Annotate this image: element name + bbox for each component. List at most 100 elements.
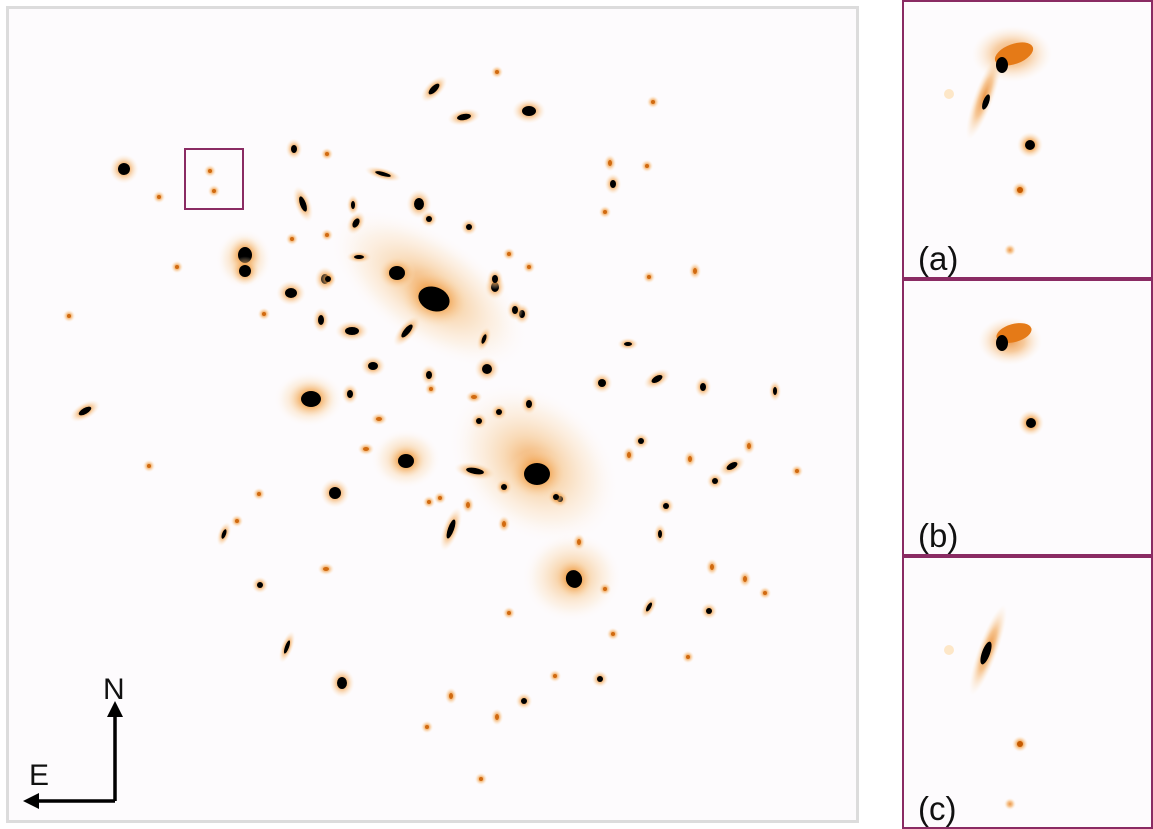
inset-b-image xyxy=(978,317,1044,436)
galaxy-core xyxy=(479,777,483,781)
galaxy-core xyxy=(262,312,266,316)
galaxy-core xyxy=(325,233,329,237)
galaxy-core xyxy=(78,406,92,416)
galaxy-core xyxy=(795,469,799,473)
galaxy-core xyxy=(608,160,612,166)
zoom-box xyxy=(184,148,244,210)
galaxy-core xyxy=(389,266,405,280)
galaxy-core xyxy=(239,265,251,277)
galaxy-core xyxy=(743,576,747,582)
inset-a-label: (a) xyxy=(918,240,959,277)
galaxy-core xyxy=(492,275,498,283)
galaxy-core xyxy=(67,314,71,318)
galaxy-core xyxy=(426,216,432,222)
galaxy-core xyxy=(495,714,499,720)
galaxy-core xyxy=(611,632,615,636)
inset-a: (a) xyxy=(902,0,1153,279)
galaxy-core xyxy=(147,464,151,468)
galaxy-core xyxy=(645,602,653,612)
galaxy-core xyxy=(429,387,433,391)
galaxy-core xyxy=(577,539,581,545)
compass-north-label: N xyxy=(103,673,125,706)
galaxy-core xyxy=(466,502,470,508)
galaxy-core xyxy=(482,364,492,374)
galaxy-core xyxy=(501,484,507,490)
galaxy-core xyxy=(647,275,651,279)
galaxy-core xyxy=(354,255,364,259)
galaxy-core xyxy=(283,640,291,654)
galaxy-core xyxy=(521,698,527,704)
galaxy-core xyxy=(323,567,329,571)
cluster-diffuse-light xyxy=(216,209,622,622)
galaxy-core xyxy=(466,224,472,230)
galaxy-core xyxy=(624,342,632,346)
galaxy-core xyxy=(175,265,179,269)
galaxy-core xyxy=(363,447,369,451)
galaxy-core xyxy=(290,237,294,241)
galaxy-core xyxy=(401,324,413,338)
galaxy-core xyxy=(347,390,353,398)
galaxy-core xyxy=(345,327,359,335)
galaxy-core xyxy=(502,521,506,527)
galaxy-core xyxy=(235,519,239,523)
galaxy-core xyxy=(627,452,631,458)
compass-arrows xyxy=(23,701,123,809)
galaxy-core xyxy=(553,674,557,678)
galaxy-core xyxy=(763,591,767,595)
galaxy-core xyxy=(495,70,499,74)
galaxy-core xyxy=(522,106,536,116)
galaxy-core xyxy=(603,587,607,591)
galaxy-core xyxy=(512,306,518,314)
galaxy-core xyxy=(329,487,341,499)
galaxy-core xyxy=(157,195,161,199)
galaxy-core xyxy=(375,171,391,177)
galaxy-core xyxy=(496,409,502,415)
galaxy-core xyxy=(700,383,706,391)
galaxy-core xyxy=(645,164,649,168)
galaxy-core xyxy=(706,608,712,614)
galaxy-core xyxy=(565,570,583,588)
galaxy-core xyxy=(368,362,378,370)
galaxy-core xyxy=(325,276,331,282)
galaxy-core xyxy=(318,315,324,325)
galaxy-core xyxy=(507,252,511,256)
galaxy-core xyxy=(663,503,669,509)
galaxy-core xyxy=(325,152,329,156)
galaxy-core xyxy=(351,201,355,209)
galaxy-core xyxy=(476,418,482,424)
inset-b: (b) xyxy=(902,279,1153,556)
galaxy-core xyxy=(449,693,453,699)
galaxy-core xyxy=(597,676,603,682)
galaxy-core xyxy=(773,387,777,395)
inset-a-image xyxy=(944,26,1052,256)
compass-east-label: E xyxy=(29,759,50,792)
galaxy-core xyxy=(651,375,663,383)
galaxy-core xyxy=(212,189,216,193)
galaxy-core xyxy=(299,196,307,212)
galaxy-core xyxy=(208,169,212,173)
galaxy-core xyxy=(426,371,432,379)
galaxy-core xyxy=(446,519,456,539)
galaxy-core xyxy=(428,83,440,95)
galaxy-core xyxy=(466,467,484,475)
galaxy-core xyxy=(507,611,511,615)
galaxy-core xyxy=(658,530,662,538)
galaxy-core xyxy=(710,564,714,570)
galaxy-core xyxy=(414,198,424,210)
galaxy-core xyxy=(352,218,360,228)
galaxy-core xyxy=(598,379,606,387)
galaxy-core xyxy=(257,582,263,588)
galaxy-core xyxy=(688,456,692,462)
galaxy-core xyxy=(638,438,644,444)
galaxy-core xyxy=(526,400,532,408)
galaxy-core xyxy=(376,417,382,421)
inset-c-image xyxy=(944,604,1028,810)
cluster-image-panel: N E xyxy=(6,6,859,823)
galaxy-core xyxy=(471,395,477,399)
galaxy-core xyxy=(524,463,550,485)
galaxy-field xyxy=(62,65,804,786)
galaxy-core xyxy=(221,529,227,539)
galaxy-core xyxy=(651,100,655,104)
galaxy-core xyxy=(553,494,559,500)
galaxy-core xyxy=(285,288,297,298)
